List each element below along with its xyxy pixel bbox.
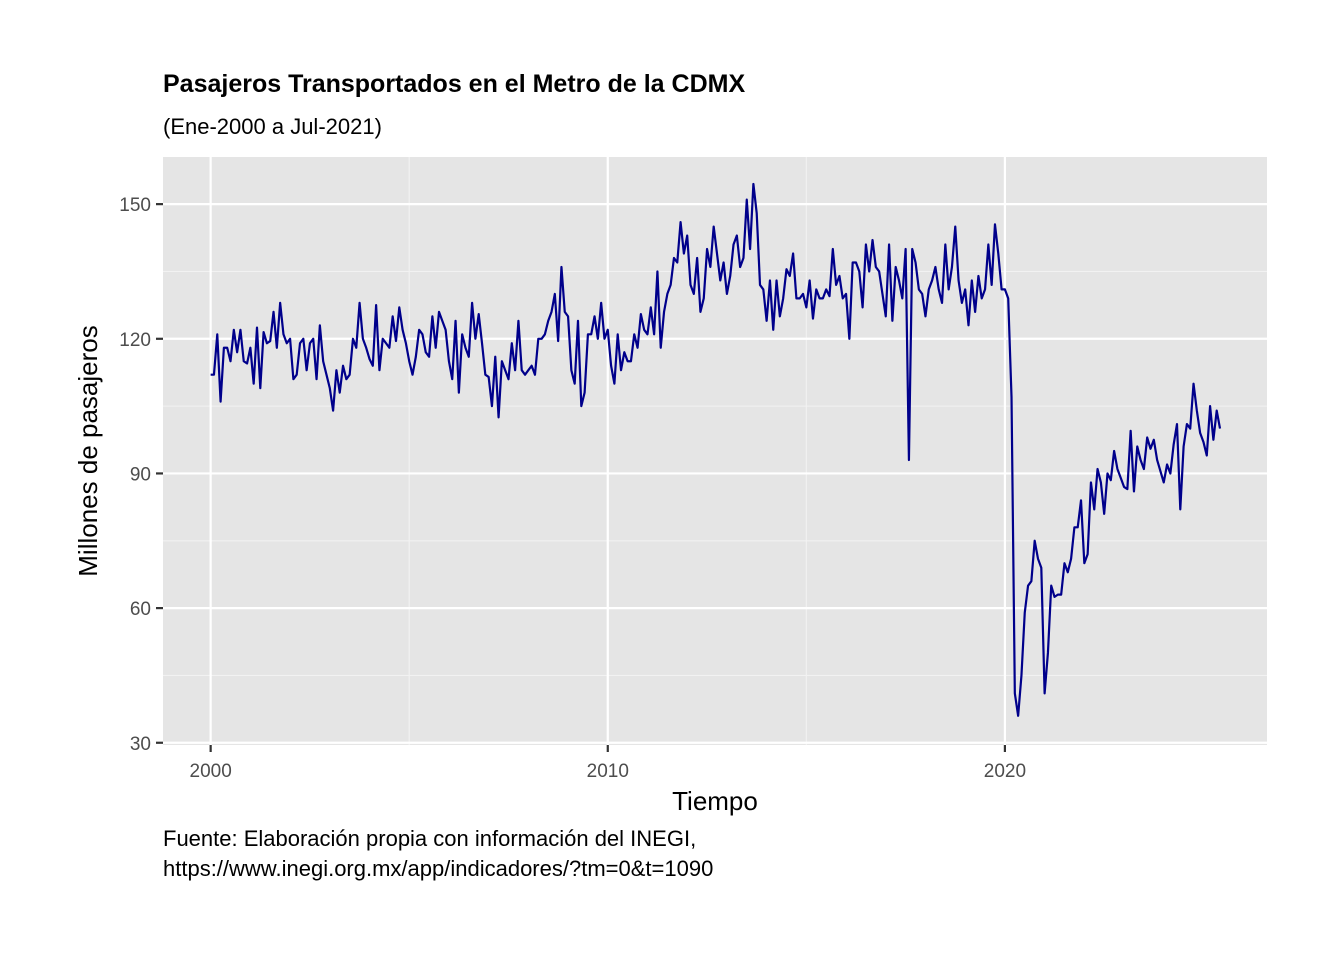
x-axis-title: Tiempo xyxy=(672,786,758,816)
chart-subtitle: (Ene-2000 a Jul-2021) xyxy=(163,114,382,139)
chart-title: Pasajeros Transportados en el Metro de l… xyxy=(163,70,746,98)
y-tick-label: 60 xyxy=(130,599,151,620)
plot-panel xyxy=(163,157,1267,745)
y-tick-label: 90 xyxy=(130,464,151,485)
major-gridlines xyxy=(163,157,1267,745)
y-axis-title: Millones de pasajeros xyxy=(73,325,103,576)
x-tick-label: 2010 xyxy=(587,761,629,782)
x-axis: 2000 2010 2020 xyxy=(190,745,1026,782)
y-tick-label: 150 xyxy=(119,195,151,216)
chart-caption: Fuente: Elaboración propia con informaci… xyxy=(163,824,713,884)
x-tick-label: 2020 xyxy=(984,761,1026,782)
y-axis: 30 60 90 120 150 xyxy=(119,195,163,755)
y-tick-label: 120 xyxy=(119,330,151,351)
series-line xyxy=(210,182,1222,717)
caption-line-2: https://www.inegi.org.mx/app/indicadores… xyxy=(163,856,714,881)
x-tick-label: 2000 xyxy=(190,761,232,782)
caption-line-1: Fuente: Elaboración propia con informaci… xyxy=(163,826,697,851)
minor-gridlines xyxy=(163,157,1267,745)
y-tick-label: 30 xyxy=(130,734,151,755)
